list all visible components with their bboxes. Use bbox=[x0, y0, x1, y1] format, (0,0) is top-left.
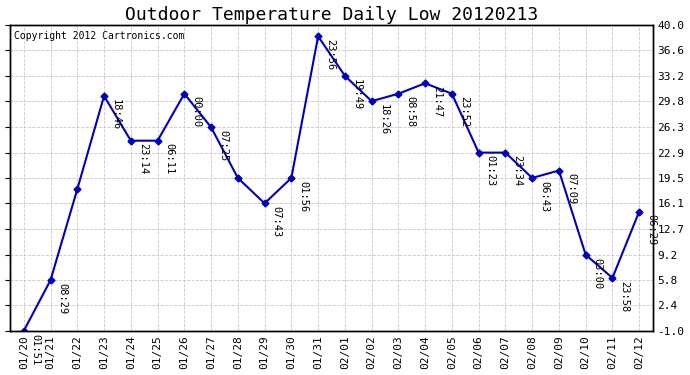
Text: 06:43: 06:43 bbox=[539, 181, 549, 212]
Text: 00:00: 00:00 bbox=[191, 96, 201, 128]
Text: 07:25: 07:25 bbox=[218, 130, 228, 161]
Text: 18:26: 18:26 bbox=[379, 104, 388, 135]
Text: Copyright 2012 Cartronics.com: Copyright 2012 Cartronics.com bbox=[14, 31, 184, 41]
Text: 01:51: 01:51 bbox=[31, 334, 41, 365]
Text: 21:47: 21:47 bbox=[432, 86, 442, 117]
Text: 23:34: 23:34 bbox=[513, 155, 522, 187]
Text: 07:09: 07:09 bbox=[566, 173, 576, 204]
Text: 01:56: 01:56 bbox=[298, 181, 308, 212]
Text: 23:14: 23:14 bbox=[138, 144, 148, 175]
Text: 07:43: 07:43 bbox=[272, 206, 282, 237]
Text: 08:58: 08:58 bbox=[405, 96, 415, 128]
Text: 06:29: 06:29 bbox=[646, 214, 656, 246]
Text: 23:58: 23:58 bbox=[620, 280, 629, 312]
Text: 08:29: 08:29 bbox=[57, 283, 68, 314]
Text: 06:11: 06:11 bbox=[164, 144, 175, 175]
Text: 01:23: 01:23 bbox=[486, 155, 495, 187]
Text: 03:00: 03:00 bbox=[593, 258, 602, 289]
Text: 23:52: 23:52 bbox=[459, 96, 469, 128]
Title: Outdoor Temperature Daily Low 20120213: Outdoor Temperature Daily Low 20120213 bbox=[125, 6, 538, 24]
Text: 19:49: 19:49 bbox=[352, 79, 362, 110]
Text: 18:46: 18:46 bbox=[111, 99, 121, 130]
Text: 23:56: 23:56 bbox=[325, 39, 335, 70]
